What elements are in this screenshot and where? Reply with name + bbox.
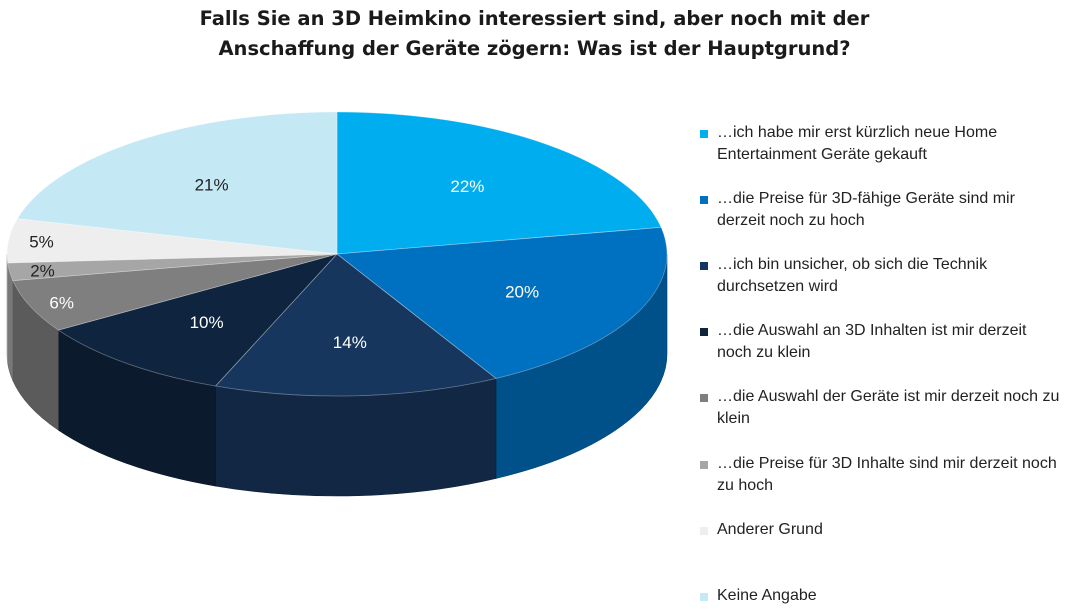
pie-slice-side-6 <box>6 253 8 363</box>
pie-slice-0 <box>336 111 662 255</box>
pie-slice-label-0: 22% <box>450 177 484 196</box>
pie-slice-2 <box>214 253 497 397</box>
pie-slice-label-6: 5% <box>29 233 54 252</box>
legend-label-2: …ich bin unsicher, ob sich die Technik d… <box>717 256 988 295</box>
legend-label-7: Keine Angabe <box>717 587 817 604</box>
pie-slice-7 <box>16 111 338 255</box>
pie-slice-label-2: 14% <box>333 333 367 352</box>
pie-slice-5 <box>7 253 338 282</box>
legend-label-4: …die Auswahl der Geräte ist mir derzeit … <box>717 388 1060 427</box>
pie-slice-label-4: 6% <box>49 294 74 313</box>
pie-slice-6 <box>6 218 338 264</box>
pie-slice-side-5 <box>7 262 14 381</box>
legend-swatch-2 <box>700 262 708 270</box>
legend-swatch-0 <box>700 130 708 138</box>
legend-label-3: …die Auswahl an 3D Inhalten ist mir derz… <box>717 322 1027 361</box>
legend-swatch-1 <box>700 196 708 204</box>
pie-slice-label-1: 20% <box>505 283 539 302</box>
legend-swatch-7 <box>700 593 708 601</box>
legend-label-5: …die Preise für 3D Inhalte sind mir derz… <box>717 455 1057 494</box>
legend-swatch-3 <box>700 328 708 336</box>
legend-label-0: …ich habe mir erst kürzlich neue Home En… <box>717 124 998 163</box>
legend-label-6: Anderer Grund <box>717 521 823 538</box>
pie-slice-3 <box>57 253 339 387</box>
pie-slice-4 <box>12 253 338 331</box>
pie-slice-label-5: 2% <box>30 262 55 281</box>
legend-swatch-6 <box>700 527 708 535</box>
chart-title: Falls Sie an 3D Heimkino interessiert si… <box>0 4 1069 64</box>
pie-slice-1 <box>335 226 668 379</box>
legend-swatch-5 <box>700 461 708 469</box>
pie-labels: 22% 20% 14% 10% 6% 2% 5% 21% <box>29 175 539 352</box>
pie-side-walls <box>6 253 668 497</box>
pie-slice-label-3: 10% <box>190 313 224 332</box>
chart-title-line-2: Anschaffung der Geräte zögern: Was ist d… <box>218 37 851 60</box>
legend-label-1: …die Preise für 3D-fähige Geräte sind mi… <box>717 190 1015 229</box>
chart-title-line-1: Falls Sie an 3D Heimkino interessiert si… <box>199 7 870 30</box>
legend-swatch-4 <box>700 394 708 402</box>
pie-slice-label-7: 21% <box>195 175 229 194</box>
pie-top-faces <box>6 111 668 397</box>
